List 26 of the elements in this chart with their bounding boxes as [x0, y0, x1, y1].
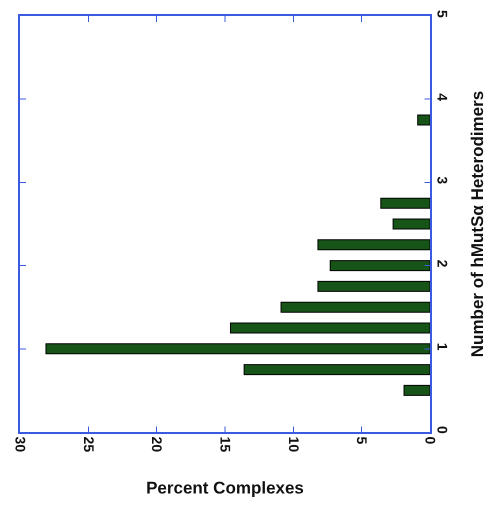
bar	[244, 364, 430, 376]
y-tick-label: 4	[434, 93, 450, 102]
bar	[45, 343, 430, 354]
x-axis-title: Percent Complexes	[146, 478, 304, 498]
bar	[230, 322, 430, 334]
x-tick-label: 20	[149, 436, 166, 452]
bar	[417, 114, 430, 126]
bar	[380, 198, 430, 209]
y-tick-label: 1	[434, 342, 450, 351]
y-tick-label: 5	[434, 10, 450, 18]
y-tick-label: 3	[434, 176, 450, 184]
x-tick-label: 25	[80, 436, 97, 452]
y-tick-label: 0	[434, 426, 450, 434]
y-axis-title: Number of hMutSα Heterodimers	[468, 90, 487, 358]
bar	[404, 384, 430, 396]
x-tick-label: 5	[354, 436, 370, 445]
x-tick-label: 30	[12, 436, 28, 452]
x-tick-label: 0	[422, 436, 438, 445]
bar	[330, 260, 430, 272]
x-tick-label: 15	[217, 436, 234, 452]
bar	[280, 302, 430, 313]
y-tick-label: 2	[434, 260, 450, 268]
bar	[317, 280, 430, 292]
bar	[392, 218, 430, 230]
bar	[317, 239, 430, 250]
x-tick-label: 10	[286, 436, 302, 452]
